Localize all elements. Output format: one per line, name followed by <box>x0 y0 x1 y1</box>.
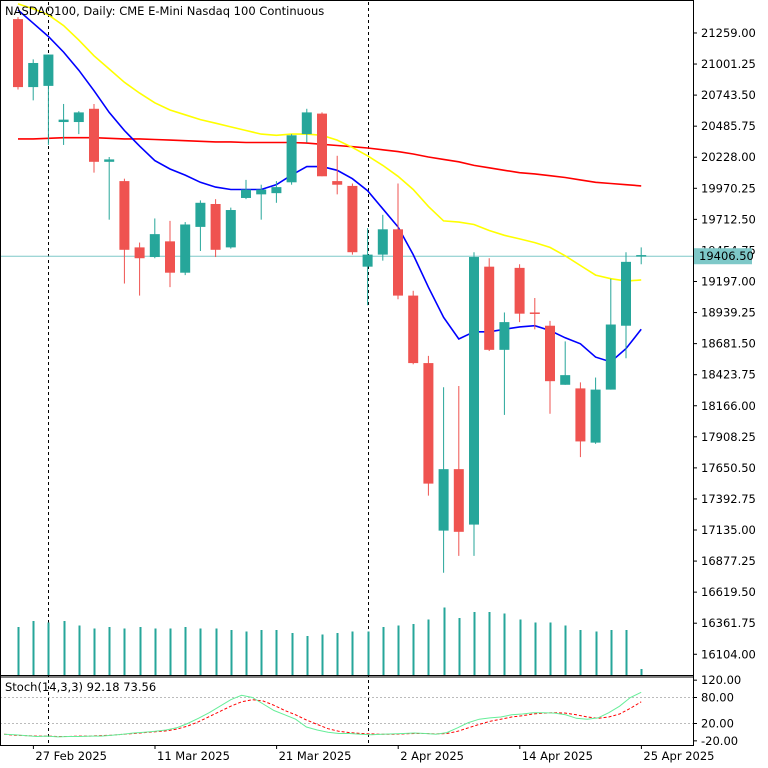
price-tick-label: 16877.25 <box>701 554 756 568</box>
stoch-tick-label: 20.00 <box>701 717 734 731</box>
ma-fast-line <box>17 9 642 363</box>
time-tick-label: 14 Apr 2025 <box>522 749 593 763</box>
candle-body <box>317 113 327 177</box>
candle-body <box>469 257 479 525</box>
candle-body <box>377 229 388 255</box>
stoch-tick-label: -20.00 <box>701 734 738 748</box>
chart-title: NASDAQ100, Daily: CME E-Mini Nasdaq 100 … <box>5 4 324 18</box>
candle-body <box>332 181 343 185</box>
price-tick-label: 20228.00 <box>701 150 756 164</box>
price-tick-label: 18166.00 <box>701 399 756 413</box>
candle-body <box>362 254 373 267</box>
ma-medium-line <box>17 3 642 282</box>
candle-body <box>393 229 403 296</box>
time-tick-label: 27 Feb 2025 <box>35 749 107 763</box>
candles-layer <box>13 17 647 573</box>
time-tick-label: 25 Apr 2025 <box>643 749 714 763</box>
candle-body <box>225 210 236 248</box>
candle-body <box>347 185 358 253</box>
candle-body <box>484 266 495 350</box>
price-tick-label: 21001.25 <box>701 57 756 71</box>
candle-body <box>119 181 130 250</box>
grid-layer <box>0 2 693 745</box>
volume-layer <box>17 607 643 675</box>
candle-body <box>529 312 540 314</box>
candle-body <box>195 202 206 227</box>
stoch-label: Stoch(14,3,3) 92.18 73.56 <box>5 680 156 694</box>
candle-body <box>453 469 464 532</box>
candle-body <box>621 261 631 326</box>
time-tick-label: 11 Mar 2025 <box>157 749 230 763</box>
time-tick-label: 21 Mar 2025 <box>279 749 352 763</box>
plot-frame <box>0 0 694 746</box>
price-tick-label: 20485.75 <box>701 119 756 133</box>
candle-body <box>605 324 616 390</box>
candle-body <box>408 295 419 364</box>
time-tick-label: 2 Apr 2025 <box>400 749 464 763</box>
price-tick-label: 18423.75 <box>701 368 756 382</box>
current-price-box <box>694 248 752 265</box>
candle-body <box>241 189 251 198</box>
candle-body <box>514 267 525 314</box>
candle-body <box>43 54 54 86</box>
price-tick-label: 16361.75 <box>701 616 756 630</box>
candle-body <box>89 108 99 162</box>
stoch-main-line <box>3 691 642 738</box>
candle-body <box>180 224 191 273</box>
stochastic-layer <box>0 691 693 738</box>
candle-body <box>73 112 84 123</box>
candle-body <box>286 135 297 183</box>
candle-body <box>104 159 115 162</box>
candle-body <box>590 389 601 443</box>
stoch-tick-label: 80.00 <box>701 691 734 705</box>
candle-body <box>28 62 39 88</box>
candle-body <box>423 363 434 484</box>
price-tick-label: 19970.25 <box>701 181 756 195</box>
axes-layer: 21259.00 21001.25 20743.50 20485.75 20228.00… <box>0 0 756 763</box>
stoch-tick-label: 120.00 <box>701 673 741 687</box>
price-tick-label: 19197.00 <box>701 274 756 288</box>
candle-body <box>575 388 586 442</box>
candle-body <box>134 247 145 259</box>
candle-body <box>256 189 267 195</box>
candle-body <box>438 469 449 531</box>
candle-body <box>271 187 282 194</box>
candle-body <box>13 19 23 88</box>
ma-slow-line <box>18 136 642 187</box>
candle-body <box>58 119 69 123</box>
candle-body <box>560 375 571 385</box>
price-tick-label: 17908.25 <box>701 430 756 444</box>
candle-body <box>149 234 160 258</box>
candle-body <box>301 112 312 135</box>
candle-body <box>499 322 510 350</box>
price-tick-label: 21259.00 <box>701 26 756 40</box>
price-tick-label: 19712.50 <box>701 212 756 226</box>
price-tick-label: 20743.50 <box>701 88 756 102</box>
price-tick-label: 17650.50 <box>701 461 756 475</box>
candle-body <box>165 241 175 273</box>
price-tick-label: 18939.25 <box>701 306 756 320</box>
price-tick-label: 16104.00 <box>701 647 756 661</box>
price-tick-label: 16619.50 <box>701 585 756 599</box>
candle-body <box>210 203 221 250</box>
current-price-label: 19406.50 <box>699 249 754 263</box>
price-tick-label: 18681.50 <box>701 337 756 351</box>
moving-averages-layer <box>17 3 642 363</box>
candle-body <box>545 325 555 382</box>
price-tick-label: 17135.00 <box>701 523 756 537</box>
price-tick-label: 17392.75 <box>701 492 756 506</box>
